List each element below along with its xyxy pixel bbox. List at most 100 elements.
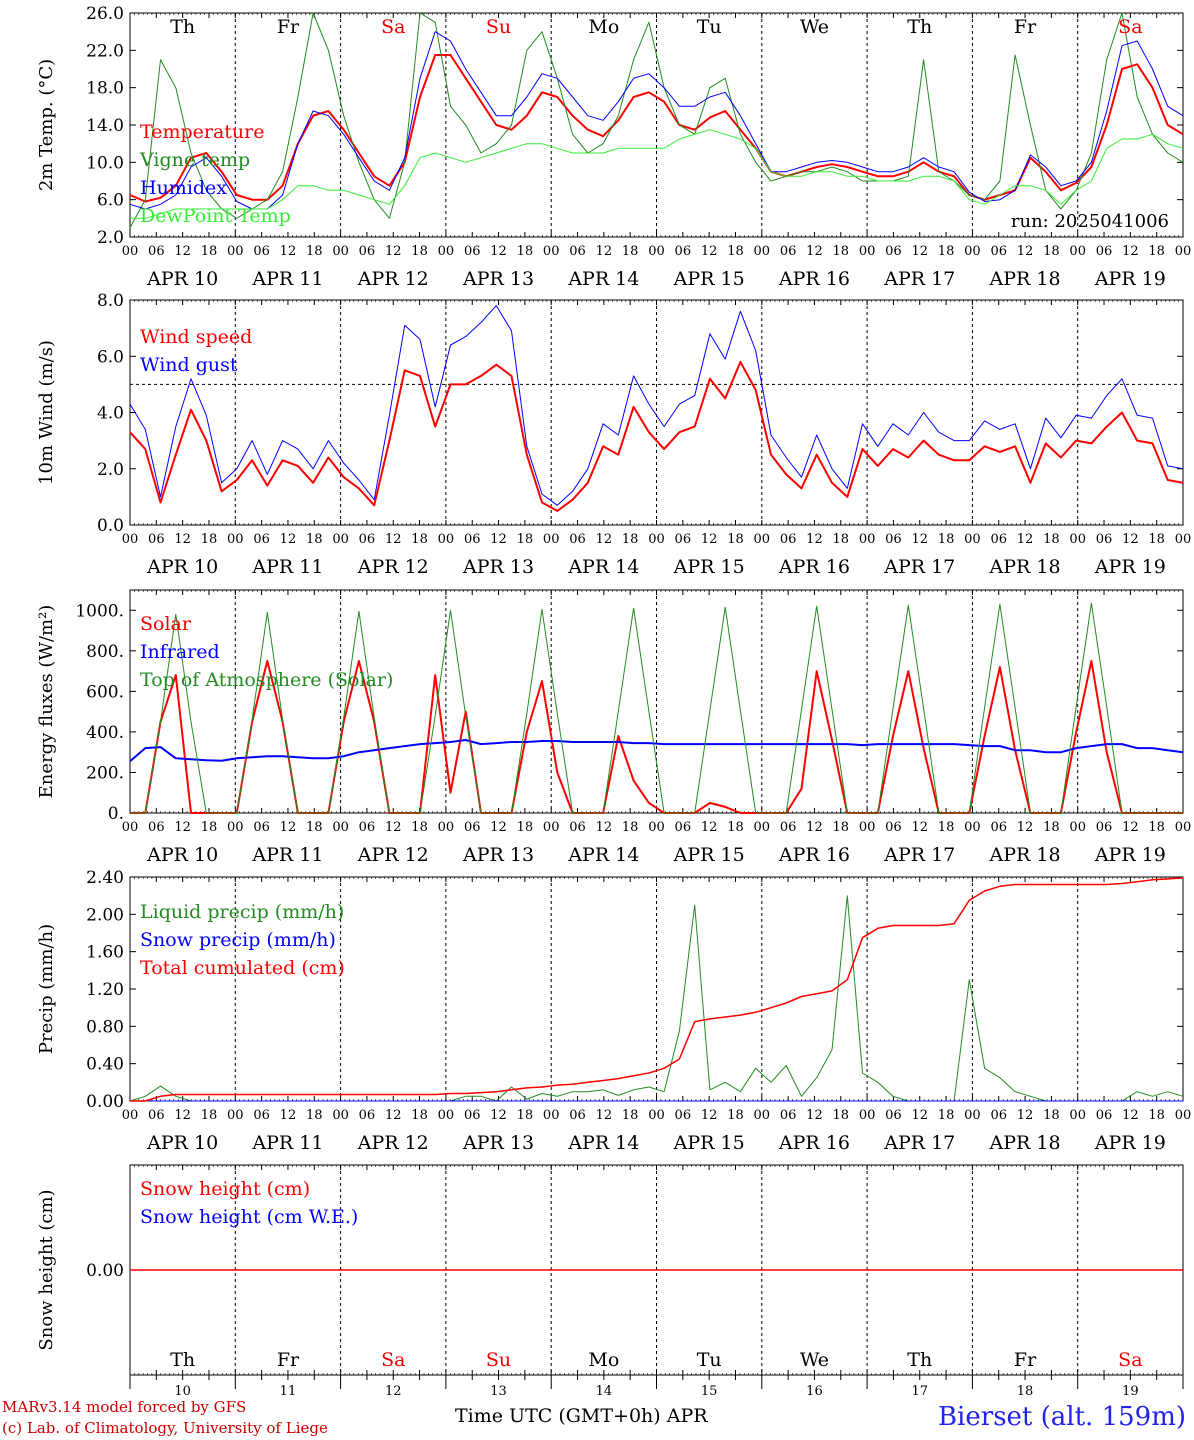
hour-tick-label: 06 (464, 244, 481, 259)
date-label: APR 14 (567, 844, 639, 866)
date-label: APR 15 (673, 268, 745, 290)
hour-tick-label: 18 (727, 820, 744, 835)
y-tick-label: 1000. (75, 601, 124, 621)
hour-tick-label: 12 (385, 244, 402, 259)
hour-tick-label: 00 (332, 820, 349, 835)
legend-entry: Wind speed (140, 326, 252, 348)
hour-tick-label: 06 (885, 532, 902, 547)
hour-tick-label: 18 (938, 1108, 955, 1123)
y-tick-label: 800. (86, 642, 124, 662)
lab-credit: (c) Lab. of Climatology, University of L… (2, 1419, 328, 1437)
hour-tick-label: 12 (280, 244, 297, 259)
hour-tick-label: 00 (1069, 1108, 1086, 1123)
hour-tick-label: 18 (833, 532, 850, 547)
hour-tick-label: 00 (332, 1108, 349, 1123)
hour-tick-label: 18 (1148, 820, 1165, 835)
hour-tick-label: 06 (359, 244, 376, 259)
hour-tick-label: 12 (174, 244, 191, 259)
hour-tick-label: 12 (806, 820, 823, 835)
hour-tick-label: 06 (253, 820, 270, 835)
weekday-label: Fr (1014, 1349, 1037, 1371)
hour-tick-label: 06 (569, 820, 586, 835)
hour-tick-label: 12 (1122, 1108, 1139, 1123)
hour-tick-label: 12 (280, 1108, 297, 1123)
hour-tick-label: 00 (122, 532, 139, 547)
hour-tick-label: 18 (727, 244, 744, 259)
hour-tick-label: 00 (859, 244, 876, 259)
hour-tick-label: 06 (990, 1108, 1007, 1123)
weekday-label: Fr (1014, 16, 1037, 38)
legend-entry: Liquid precip (mm/h) (140, 901, 344, 923)
y-tick-label: 2.0 (97, 460, 124, 480)
hour-tick-label: 06 (780, 244, 797, 259)
hour-tick-label: 18 (1148, 1108, 1165, 1123)
hour-tick-label: 00 (227, 244, 244, 259)
panel-wind: 0.0 2.0 4.0 6.0 8.0 10m Wind (m/s) Wind speed W… (36, 291, 1191, 578)
hour-tick-label: 12 (701, 820, 718, 835)
hour-tick-label: 18 (1148, 244, 1165, 259)
date-label: APR 13 (462, 268, 534, 290)
hour-tick-label: 18 (833, 1108, 850, 1123)
hour-tick-label: 00 (543, 244, 560, 259)
weekday-label: Tu (697, 1349, 722, 1371)
hour-tick-label: 12 (490, 1108, 507, 1123)
hour-tick-label: 18 (411, 532, 428, 547)
weekday-label: Mo (588, 16, 619, 38)
hour-tick-label: 06 (253, 532, 270, 547)
date-label: APR 15 (673, 1132, 745, 1154)
hour-tick-label: 12 (1122, 244, 1139, 259)
legend-entry: Temperature (140, 121, 264, 143)
hour-tick-label: 06 (885, 820, 902, 835)
y-tick-label: 6.0 (97, 191, 124, 211)
hour-tick-label: 06 (780, 820, 797, 835)
y-tick-label: 6.0 (97, 347, 124, 367)
date-label: APR 10 (146, 268, 218, 290)
y-axis-label: Precip (mm/h) (36, 924, 57, 1054)
hour-tick-label: 00 (332, 532, 349, 547)
hour-tick-label: 12 (174, 820, 191, 835)
date-label: APR 16 (778, 556, 850, 578)
date-label: APR 14 (567, 268, 639, 290)
hour-tick-label: 06 (464, 820, 481, 835)
panel-temperature: 2.0 6.0 10.0 14.0 18.0 22.0 26.0 2m Temp. (°C) T… (36, 4, 1191, 290)
hour-tick-label: 12 (701, 532, 718, 547)
day-number-label: 18 (1017, 1384, 1034, 1399)
hour-tick-label: 00 (648, 820, 665, 835)
y-tick-label: 200. (86, 763, 124, 783)
hour-tick-label: 00 (438, 1108, 455, 1123)
weekday-label: Sa (1118, 16, 1142, 38)
series-wind-gust (129, 305, 1184, 506)
hour-tick-label: 00 (859, 1108, 876, 1123)
hour-tick-label: 18 (517, 1108, 534, 1123)
hour-tick-label: 00 (754, 820, 771, 835)
hour-tick-label: 00 (859, 820, 876, 835)
date-label: APR 16 (778, 268, 850, 290)
hour-tick-label: 12 (1122, 532, 1139, 547)
date-label: APR 19 (1094, 1132, 1166, 1154)
hour-tick-label: 00 (1069, 244, 1086, 259)
weekday-label: Fr (277, 1349, 300, 1371)
hour-tick-label: 12 (385, 820, 402, 835)
y-tick-label: 8.0 (97, 291, 124, 311)
legend-entry: Wind gust (140, 354, 238, 376)
hour-tick-label: 06 (464, 1108, 481, 1123)
hour-tick-label: 06 (675, 532, 692, 547)
hour-tick-label: 06 (990, 532, 1007, 547)
hour-tick-label: 06 (1096, 532, 1113, 547)
hour-tick-label: 06 (148, 244, 165, 259)
legend-entry: DewPoint Temp (140, 205, 291, 227)
run-label: run: 2025041006 (1011, 211, 1169, 232)
hour-tick-label: 00 (859, 532, 876, 547)
hour-tick-label: 06 (359, 1108, 376, 1123)
x-axis-title: Time UTC (GMT+0h) APR (455, 1405, 708, 1427)
hour-tick-label: 12 (385, 532, 402, 547)
hour-tick-label: 18 (1043, 244, 1060, 259)
hour-tick-label: 06 (253, 1108, 270, 1123)
hour-tick-label: 12 (596, 820, 613, 835)
hour-tick-label: 18 (938, 244, 955, 259)
date-label: APR 15 (673, 844, 745, 866)
hour-tick-label: 00 (543, 1108, 560, 1123)
weekday-label: Fr (277, 16, 300, 38)
hour-tick-label: 12 (1017, 1108, 1034, 1123)
